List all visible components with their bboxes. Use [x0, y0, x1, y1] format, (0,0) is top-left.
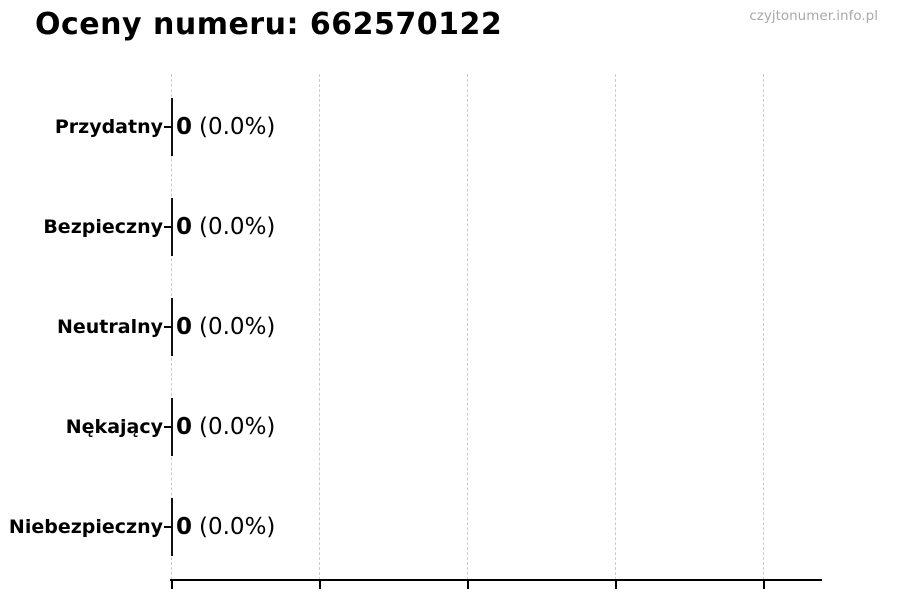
value-label: 0 (0.0%)	[176, 177, 275, 277]
value-count: 0	[176, 214, 193, 240]
value-percent: (0.0%)	[199, 214, 276, 240]
value-count: 0	[176, 414, 193, 440]
bar-zero-edge	[171, 498, 173, 556]
y-tick-mark	[164, 426, 171, 428]
x-tick-mark	[467, 581, 469, 589]
value-percent: (0.0%)	[199, 314, 276, 340]
chart-title: Oceny numeru: 662570122	[35, 7, 503, 42]
value-count: 0	[176, 514, 193, 540]
category-row: Neutralny 0 (0.0%)	[0, 277, 900, 377]
x-gridline	[615, 74, 616, 580]
category-label: Niebezpieczny	[8, 516, 163, 538]
category-row: Nękający 0 (0.0%)	[0, 377, 900, 477]
value-label: 0 (0.0%)	[176, 477, 275, 577]
category-label: Bezpieczny	[43, 216, 163, 238]
x-tick-mark	[171, 581, 173, 589]
x-tick-mark	[763, 581, 765, 589]
bar-zero-edge	[171, 98, 173, 156]
value-percent: (0.0%)	[199, 114, 276, 140]
bar-zero-edge	[171, 298, 173, 356]
x-gridline	[319, 74, 320, 580]
x-axis-line	[170, 579, 822, 581]
value-label: 0 (0.0%)	[176, 77, 275, 177]
y-tick-mark	[164, 126, 171, 128]
watermark-text: czyjtonumer.info.pl	[749, 8, 878, 24]
x-tick-mark	[615, 581, 617, 589]
category-label: Nękający	[65, 416, 163, 438]
x-gridline	[467, 74, 468, 580]
value-label: 0 (0.0%)	[176, 277, 275, 377]
category-row: Niebezpieczny 0 (0.0%)	[0, 477, 900, 577]
category-label: Neutralny	[56, 316, 163, 338]
y-tick-mark	[164, 326, 171, 328]
value-percent: (0.0%)	[199, 514, 276, 540]
value-label: 0 (0.0%)	[176, 377, 275, 477]
bar-zero-edge	[171, 198, 173, 256]
value-percent: (0.0%)	[199, 414, 276, 440]
y-tick-mark	[164, 226, 171, 228]
x-tick-mark	[319, 581, 321, 589]
category-row: Bezpieczny 0 (0.0%)	[0, 177, 900, 277]
bar-zero-edge	[171, 398, 173, 456]
x-gridline	[763, 74, 764, 580]
category-row: Przydatny 0 (0.0%)	[0, 77, 900, 177]
value-count: 0	[176, 114, 193, 140]
y-tick-mark	[164, 526, 171, 528]
value-count: 0	[176, 314, 193, 340]
category-label: Przydatny	[54, 116, 163, 138]
